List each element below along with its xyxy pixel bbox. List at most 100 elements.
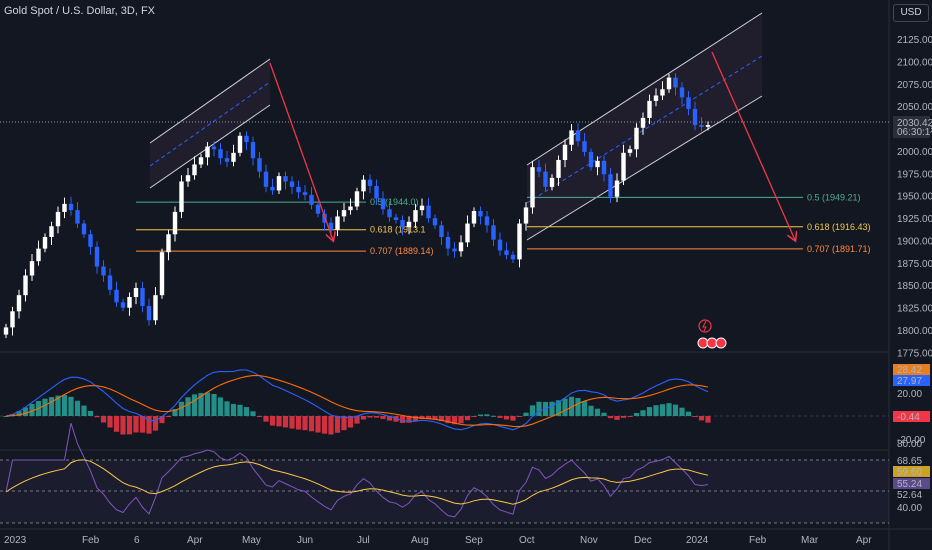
candle-body bbox=[62, 203, 67, 212]
candle-body bbox=[302, 192, 308, 195]
rsi-tick-label: 80.00 bbox=[897, 439, 922, 450]
channel-2[interactable] bbox=[526, 12, 763, 241]
price-axis[interactable]: 2125.002100.002075.002050.002025.002000.… bbox=[897, 35, 932, 514]
candle-body bbox=[309, 194, 314, 205]
candle-body bbox=[374, 185, 379, 199]
candle-body bbox=[127, 296, 132, 308]
histogram-bar bbox=[679, 407, 685, 416]
candle-body bbox=[387, 209, 392, 218]
histogram-bar bbox=[302, 416, 308, 431]
candle-body bbox=[608, 174, 613, 197]
histogram-bar bbox=[133, 416, 139, 433]
price-tick-label: 1975.00 bbox=[897, 169, 932, 180]
time-tick-label: 2024 bbox=[686, 535, 709, 546]
histogram-bar bbox=[354, 416, 360, 424]
histogram-bar bbox=[614, 416, 620, 420]
histogram-bar bbox=[120, 416, 126, 435]
channel-1[interactable] bbox=[149, 58, 271, 189]
histogram-bar bbox=[295, 416, 302, 430]
histogram-bar bbox=[224, 401, 230, 416]
histogram-bar bbox=[360, 416, 367, 420]
histogram-bar bbox=[165, 416, 172, 417]
histogram-bar bbox=[523, 412, 529, 416]
candle-body bbox=[3, 327, 9, 335]
candle-body bbox=[523, 207, 529, 224]
candle-body bbox=[263, 171, 269, 187]
histogram-bar bbox=[367, 416, 373, 418]
economic-events-icon[interactable] bbox=[697, 337, 727, 349]
histogram-bar bbox=[217, 397, 224, 416]
histogram-bar bbox=[328, 416, 334, 435]
histogram-bar bbox=[588, 405, 594, 416]
histogram-bar bbox=[263, 416, 269, 422]
histogram-bar bbox=[445, 416, 451, 424]
histogram-bar bbox=[503, 416, 510, 420]
histogram-bar bbox=[549, 401, 555, 416]
macd-line bbox=[5, 369, 709, 431]
histogram-bar bbox=[68, 396, 74, 416]
candle-body bbox=[231, 152, 236, 162]
histogram-bar bbox=[282, 416, 289, 428]
candle-body bbox=[634, 127, 639, 150]
candle-body bbox=[588, 151, 594, 168]
rsi-value-tags: 68.65 59.60 55.24 52.64 bbox=[893, 456, 930, 501]
candle-body bbox=[510, 254, 516, 260]
candle-body bbox=[185, 175, 191, 182]
candle-body bbox=[478, 211, 483, 217]
histogram-bar bbox=[477, 414, 484, 416]
candle-body bbox=[621, 152, 626, 181]
histogram-bar bbox=[152, 416, 159, 431]
currency-button[interactable]: USD bbox=[893, 4, 929, 22]
chart-title[interactable]: Gold Spot / U.S. Dollar, 3D, FX bbox=[4, 5, 156, 17]
fib-label: 0.618 (1916.43) bbox=[807, 222, 871, 232]
time-tick-label: 2023 bbox=[4, 535, 27, 546]
fib-label: 0.707 (1889.14) bbox=[370, 246, 434, 256]
macd-tag-value: 28.42 bbox=[897, 365, 922, 376]
macd-value-tags: 28.42 27.97 -0.44 bbox=[893, 364, 930, 423]
candle-body bbox=[81, 223, 87, 235]
candle-body bbox=[439, 225, 444, 237]
histogram-bar bbox=[146, 416, 152, 434]
histogram-bar bbox=[321, 416, 328, 434]
candle-body bbox=[595, 160, 600, 168]
candle-body bbox=[133, 288, 139, 297]
histogram-bar bbox=[412, 416, 419, 421]
time-axis[interactable]: 2023 Feb 6 Apr May Jun Jul Aug Sep Oct Nov Dec 2024 F… bbox=[4, 535, 872, 546]
candle-body bbox=[276, 176, 282, 191]
histogram-bar bbox=[139, 416, 146, 433]
candle-body bbox=[166, 234, 171, 253]
time-tick-label: Dec bbox=[634, 535, 652, 546]
rsi-tag-d: 52.64 bbox=[897, 490, 922, 501]
candles[interactable] bbox=[3, 73, 711, 339]
candle-body bbox=[289, 181, 295, 187]
candle-body bbox=[218, 149, 223, 159]
histogram-bar bbox=[74, 400, 81, 416]
histogram-bar bbox=[94, 416, 100, 418]
candle-body bbox=[530, 167, 535, 208]
events-icon[interactable] bbox=[698, 319, 712, 333]
time-tick-label: Apr bbox=[187, 535, 203, 546]
rsi-ma-line bbox=[5, 459, 709, 505]
time-tick-label: Jun bbox=[297, 535, 313, 546]
projection-arrow-2[interactable] bbox=[711, 51, 795, 240]
fib-label: 0.707 (1891.71) bbox=[807, 244, 871, 254]
candle-body bbox=[49, 226, 54, 237]
candle-body bbox=[517, 223, 522, 260]
time-tick-label: Aug bbox=[411, 535, 429, 546]
candle-body bbox=[101, 266, 106, 276]
histogram-bar bbox=[633, 412, 640, 416]
histogram-bar bbox=[458, 416, 464, 424]
candle-body bbox=[458, 242, 464, 252]
histogram-bar bbox=[87, 410, 94, 416]
candle-body bbox=[562, 144, 568, 160]
candle-body bbox=[159, 252, 165, 296]
fib-levels[interactable]: 0.5 (1944.0) 0.618 (1913.1 0.707 (1889.14)… bbox=[136, 192, 871, 256]
rsi-line bbox=[5, 422, 709, 518]
projection-arrow-1[interactable] bbox=[269, 62, 333, 240]
price-tick-label: 1900.00 bbox=[897, 236, 932, 247]
candle-body bbox=[536, 167, 542, 172]
candle-body bbox=[361, 179, 366, 192]
histogram-bar bbox=[29, 403, 35, 416]
histogram-bar bbox=[341, 416, 347, 431]
